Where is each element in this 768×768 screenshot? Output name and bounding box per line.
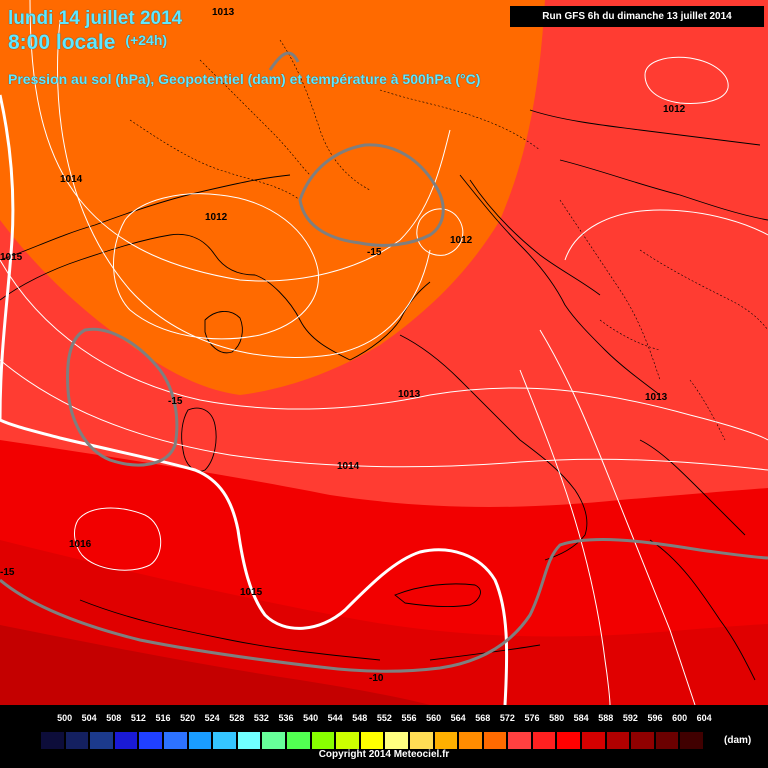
legend-value-label: 556 <box>401 713 417 723</box>
legend-value-label: 508 <box>106 713 122 723</box>
isobar-label: 1012 <box>450 235 473 246</box>
legend-swatch <box>113 731 139 750</box>
legend-value-label: 580 <box>549 713 565 723</box>
legend-swatch <box>433 731 459 750</box>
temperature-label: -10 <box>369 673 384 684</box>
isotherms <box>0 51 768 673</box>
legend-swatch <box>359 731 385 750</box>
legend-swatch <box>507 731 532 750</box>
legend-value-label: 520 <box>180 713 196 723</box>
legend-swatch <box>408 731 434 750</box>
isobar-label: 1013 <box>212 7 235 18</box>
legend-swatch <box>679 731 705 750</box>
temperature-label: -15 <box>168 396 183 407</box>
legend-value-label: 604 <box>696 713 712 723</box>
legend-swatch <box>40 731 65 750</box>
lead-time: (+24h) <box>125 32 168 48</box>
isobar-label: 1014 <box>337 461 360 472</box>
legend-swatch <box>285 731 311 750</box>
legend-value-label: 564 <box>450 713 466 723</box>
legend-swatch <box>581 731 606 750</box>
legend-value-label: 592 <box>622 713 638 723</box>
legend-value-label: 540 <box>303 713 319 723</box>
legend-swatch <box>384 731 409 750</box>
legend-swatch <box>458 731 483 750</box>
legend-swatch <box>531 731 557 750</box>
legend-value-label: 560 <box>426 713 442 723</box>
map-subtitle: Pression au sol (hPa), Geopotentiel (dam… <box>8 71 481 87</box>
legend-swatch <box>335 731 360 750</box>
legend-swatch <box>236 731 262 750</box>
legend-value-label: 516 <box>155 713 171 723</box>
run-info: Run GFS 6h du dimanche 13 juillet 2014 <box>510 6 764 27</box>
legend-swatch <box>556 731 582 750</box>
legend-swatch <box>89 731 114 750</box>
coastlines <box>0 109 768 681</box>
temperature-label: -15 <box>0 567 15 578</box>
legend-value-label: 548 <box>352 713 368 723</box>
legend-value-label: 584 <box>573 713 589 723</box>
legend-swatches <box>40 731 729 750</box>
legend-value-label: 576 <box>524 713 540 723</box>
legend-value-label: 552 <box>376 713 392 723</box>
isobar-label: 1014 <box>60 174 83 185</box>
legend-value-label: 536 <box>278 713 294 723</box>
legend-swatch <box>630 731 655 750</box>
legend-swatch <box>138 731 163 750</box>
legend-swatch <box>654 731 680 750</box>
legend-swatch <box>212 731 237 750</box>
legend-swatch <box>162 731 188 750</box>
legend-value-label: 588 <box>598 713 614 723</box>
isobar-1015-bold <box>0 94 509 706</box>
legend-swatch <box>704 731 729 750</box>
legend-value-label: 572 <box>499 713 515 723</box>
temperature-label: -15 <box>367 247 382 258</box>
legend-swatch <box>64 731 90 750</box>
forecast-date: lundi 14 juillet 2014 <box>8 8 183 29</box>
legend-value-label: 512 <box>130 713 146 723</box>
isobar-label: 1013 <box>398 389 421 400</box>
country-borders <box>129 39 768 441</box>
legend-swatch <box>261 731 286 750</box>
legend-swatch <box>187 731 213 750</box>
isobar-label: 1013 <box>645 392 668 403</box>
legend-swatch <box>605 731 631 750</box>
legend-swatch <box>482 731 508 750</box>
legend-unit: (dam) <box>724 735 752 746</box>
legend-labels: 500 504 508 512 516 520 524 528 532 536 540 544 548 5… <box>40 713 730 727</box>
isobar-label: 1016 <box>69 539 92 550</box>
color-legend: 500 504 508 512 516 520 524 528 532 536 540 544 548 5… <box>0 705 768 768</box>
legend-swatch <box>310 731 336 750</box>
legend-value-label: 596 <box>647 713 663 723</box>
forecast-time-label: 8:00 locale <box>8 31 116 54</box>
forecast-time: 8:00 locale (+24h) <box>8 31 167 55</box>
legend-value-label: 504 <box>81 713 97 723</box>
legend-value-label: 532 <box>253 713 269 723</box>
legend-value-label: 568 <box>475 713 491 723</box>
legend-value-label: 524 <box>204 713 220 723</box>
isobars <box>0 0 768 706</box>
isobar-label: 1012 <box>663 104 686 115</box>
zone-dark-red <box>0 625 430 705</box>
legend-value-label: 544 <box>327 713 343 723</box>
copyright: Copyright 2014 Meteociel.fr <box>318 749 450 760</box>
isobar-label: 1015 <box>0 252 23 263</box>
isobar-label: 1015 <box>240 587 263 598</box>
legend-value-label: 500 <box>57 713 73 723</box>
legend-value-label: 528 <box>229 713 245 723</box>
isobar-label: 1012 <box>205 212 228 223</box>
legend-value-label: 600 <box>672 713 688 723</box>
